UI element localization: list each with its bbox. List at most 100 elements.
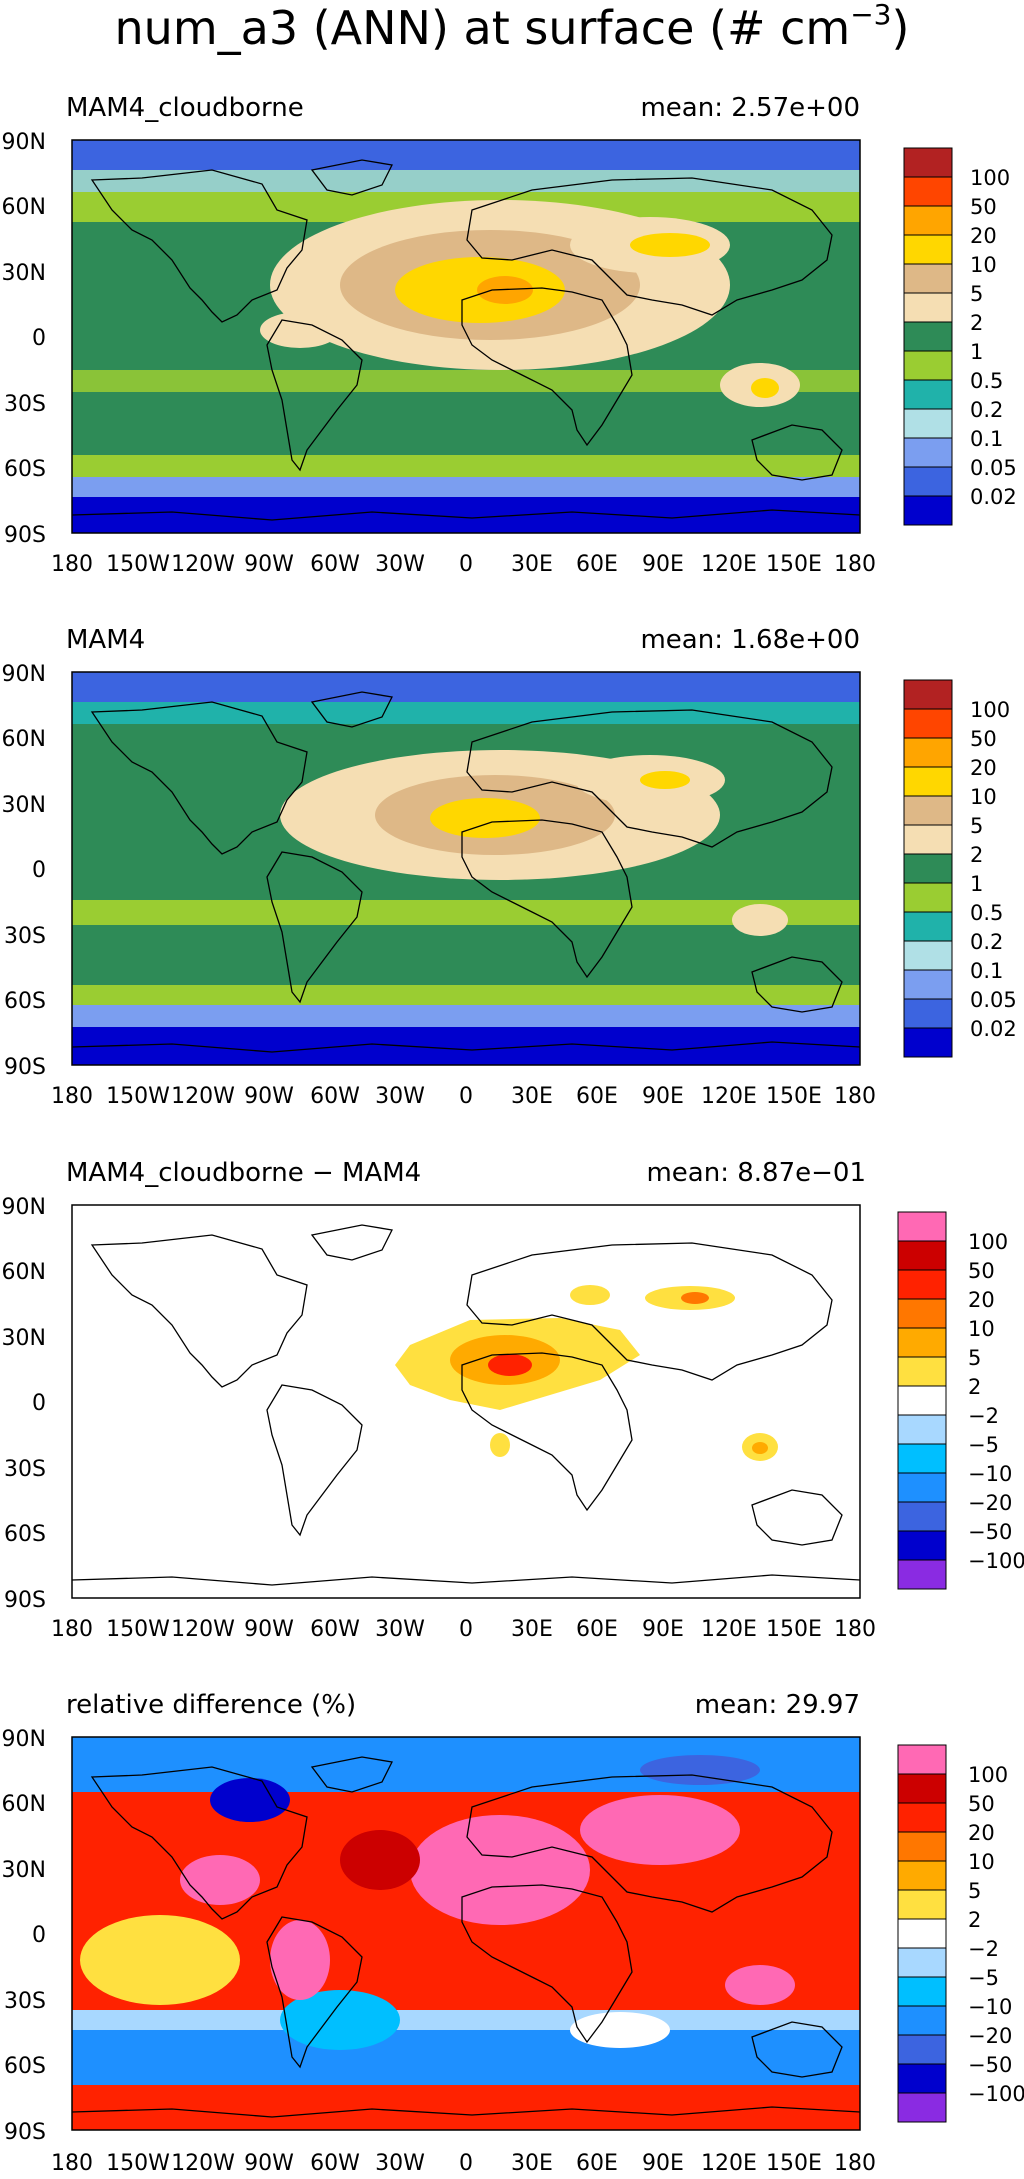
colorbar-swatch xyxy=(903,321,953,352)
lat-tick-label: 90N xyxy=(2,130,46,155)
colorbar-swatch xyxy=(897,1327,947,1358)
colorbar-label: 2 xyxy=(968,1375,981,1399)
lat-tick-label: 0 xyxy=(32,858,46,883)
colorbar-swatch xyxy=(903,147,953,178)
lat-tick-label: 60N xyxy=(2,195,46,220)
lon-tick-label: 0 xyxy=(459,1617,473,1642)
colorbar-label: 100 xyxy=(970,698,1010,722)
lon-tick-label: 120W xyxy=(171,1084,235,1109)
lat-axis: 90N 60N 30N 0 30S 60S 90S xyxy=(2,1195,46,1613)
colorbar-swatch xyxy=(897,2034,947,2065)
field-asia-core xyxy=(630,233,710,257)
colorbar-label: 50 xyxy=(970,727,997,751)
field-siberia-blue xyxy=(640,1755,760,1785)
colorbar-swatch xyxy=(903,350,953,381)
lat-tick-label: 30S xyxy=(4,924,46,949)
map-frame xyxy=(71,671,861,1066)
colorbar-swatch xyxy=(897,2063,947,2094)
colorbar-label: −5 xyxy=(968,1966,999,1990)
lon-tick-label: 60E xyxy=(576,1617,618,1642)
map-frame xyxy=(71,1736,861,2131)
lon-tick-label: 60E xyxy=(576,552,618,577)
lat-tick-label: 90S xyxy=(4,523,46,548)
field-asia-core xyxy=(640,771,690,789)
lat-tick-label: 30S xyxy=(4,1457,46,1482)
lon-tick-label: 60W xyxy=(310,1617,360,1642)
lon-axis: 180 150W 120W 90W 60W 30W 0 30E 60E 90E … xyxy=(51,1084,876,1109)
lon-tick-label: 60W xyxy=(310,1084,360,1109)
colorbar-swatch xyxy=(897,1211,947,1242)
lon-tick-label: 90E xyxy=(642,1084,684,1109)
field-asia-core xyxy=(681,1292,709,1304)
lat-tick-label: 90S xyxy=(4,1588,46,1613)
field-australia xyxy=(732,904,788,936)
lat-tick-label: 90N xyxy=(2,662,46,687)
colorbar-label: −10 xyxy=(968,1995,1012,2019)
lon-tick-label: 150W xyxy=(106,2151,170,2175)
field-america-pink xyxy=(180,1855,260,1905)
colorbar-label: −50 xyxy=(968,2053,1012,2077)
field-tropic-band xyxy=(72,370,860,392)
lat-tick-label: 30N xyxy=(2,793,46,818)
coastlines xyxy=(71,159,861,521)
lat-axis: 90N 60N 30N 0 30S 60S 90S xyxy=(2,1727,46,2145)
lon-tick-label: 90E xyxy=(642,552,684,577)
colorbar-label: 50 xyxy=(970,195,997,219)
field-arctic-band-2 xyxy=(72,170,860,192)
panel-mean: mean: 29.97 xyxy=(695,1690,860,1720)
lon-tick-label: 30W xyxy=(375,2151,425,2175)
colorbar-label: 20 xyxy=(970,224,997,248)
field-south-light xyxy=(72,455,860,477)
lat-tick-label: 90N xyxy=(2,1727,46,1752)
colorbar-label: 20 xyxy=(968,1288,995,1312)
colorbar: 100 50 20 10 5 2 1 0.5 0.2 0.1 0.05 0.02 xyxy=(903,679,1017,1058)
colorbar-swatch xyxy=(897,1385,947,1416)
colorbar-swatch xyxy=(903,911,953,942)
colorbar-label: 5 xyxy=(968,1346,981,1370)
panel-mean: mean: 2.57e+00 xyxy=(640,93,860,123)
lon-tick-label: 30E xyxy=(511,552,553,577)
lon-tick-label: 90W xyxy=(244,1084,294,1109)
colorbar-swatch xyxy=(903,205,953,236)
lon-tick-label: 120E xyxy=(701,1617,757,1642)
map-field xyxy=(72,672,860,1065)
lon-tick-label: 180 xyxy=(51,1084,93,1109)
lon-tick-label: 120W xyxy=(171,2151,235,2175)
colorbar-swatch xyxy=(897,2005,947,2036)
panel-mean: mean: 8.87e−01 xyxy=(646,1158,866,1188)
colorbar-label: −2 xyxy=(968,1404,999,1428)
lon-tick-label: 30W xyxy=(375,1084,425,1109)
field-south-ocean xyxy=(72,1005,860,1027)
colorbar-swatch xyxy=(903,795,953,826)
coastlines xyxy=(71,691,861,1053)
colorbar-label: −100 xyxy=(968,2082,1024,2106)
panel-relative-difference: relative difference (%) mean: 29.97 xyxy=(2,1690,1024,2176)
colorbar-swatch xyxy=(897,1443,947,1474)
lon-tick-label: 90W xyxy=(244,1617,294,1642)
field-dark-red xyxy=(340,1830,420,1890)
colorbar-swatch xyxy=(897,1559,947,1590)
colorbar-label: 0.5 xyxy=(970,901,1003,925)
field-tropic-band xyxy=(72,900,860,925)
colorbar-label: −10 xyxy=(968,1462,1012,1486)
colorbar-swatch xyxy=(903,495,953,526)
colorbar-label: 100 xyxy=(968,1230,1008,1254)
lon-axis: 180 150W 120W 90W 60W 30W 0 30E 60E 90E … xyxy=(51,1617,876,1642)
lon-tick-label: 150E xyxy=(766,2151,822,2175)
field-sa-blue xyxy=(280,1990,400,2050)
colorbar-label: 20 xyxy=(970,756,997,780)
colorbar-swatch xyxy=(897,1976,947,2007)
colorbar-label: 50 xyxy=(968,1259,995,1283)
colorbar-swatch xyxy=(903,679,953,710)
lon-tick-label: 30E xyxy=(511,1617,553,1642)
field-pacific-blue xyxy=(80,1915,240,2005)
colorbar-swatch xyxy=(897,1414,947,1445)
field-asia-pink xyxy=(580,1795,740,1865)
lon-tick-label: 180 xyxy=(834,1084,876,1109)
colorbar-swatch xyxy=(903,998,953,1029)
field-sa-pink xyxy=(270,1920,330,2000)
panel-mean: mean: 1.68e+00 xyxy=(640,625,860,655)
colorbar-swatch xyxy=(903,234,953,265)
figure-title-close: ) xyxy=(892,1,910,55)
field-dust-core xyxy=(488,1354,532,1376)
